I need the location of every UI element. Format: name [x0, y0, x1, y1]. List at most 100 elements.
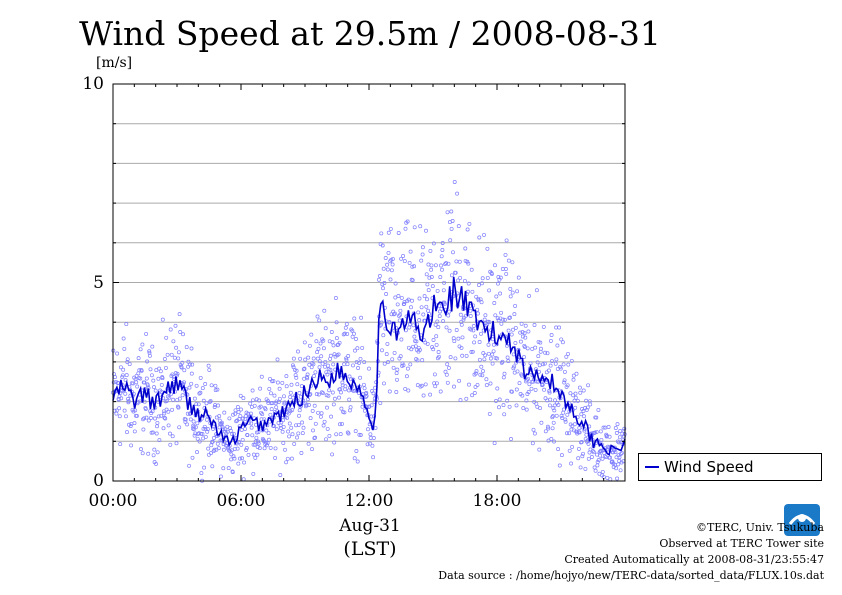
data-point — [216, 403, 221, 408]
data-point — [353, 429, 358, 434]
data-point — [366, 427, 370, 432]
data-point — [133, 408, 138, 413]
data-point — [268, 376, 272, 381]
data-point — [537, 447, 542, 452]
data-point — [482, 357, 487, 362]
data-point — [281, 424, 286, 429]
data-point — [520, 330, 525, 335]
data-point — [280, 429, 285, 434]
data-point — [542, 361, 547, 366]
data-point — [598, 429, 603, 434]
data-point — [545, 424, 550, 429]
data-point — [262, 446, 267, 451]
data-point — [554, 357, 559, 362]
data-point — [314, 392, 319, 397]
data-point — [475, 382, 480, 387]
data-point — [164, 335, 169, 340]
data-point — [573, 405, 578, 410]
data-point — [426, 262, 431, 267]
data-point — [401, 363, 406, 368]
data-point — [195, 436, 200, 441]
data-point — [424, 228, 428, 233]
data-point — [474, 369, 479, 374]
data-point — [566, 351, 570, 356]
data-point — [560, 416, 565, 420]
data-point — [385, 262, 390, 267]
data-point — [174, 441, 179, 446]
data-point — [444, 325, 449, 330]
data-point — [430, 345, 435, 350]
data-point — [199, 471, 204, 476]
data-point — [237, 439, 241, 444]
data-point — [368, 441, 372, 446]
data-point — [194, 383, 199, 388]
data-point — [319, 411, 324, 416]
data-point — [466, 261, 471, 266]
data-point — [509, 437, 513, 441]
data-point — [251, 442, 256, 447]
data-point — [507, 404, 512, 409]
data-point — [595, 452, 599, 457]
data-point — [317, 318, 322, 323]
y-tick-label-0: 0 — [93, 471, 104, 491]
data-point — [324, 437, 328, 442]
data-point — [289, 456, 294, 461]
data-point — [163, 365, 168, 370]
data-point — [505, 398, 510, 403]
data-point — [622, 434, 626, 439]
data-point — [212, 447, 217, 452]
data-point — [189, 381, 194, 386]
data-point — [507, 316, 512, 320]
data-point — [348, 405, 353, 410]
data-point — [403, 386, 408, 391]
data-point — [413, 328, 418, 333]
data-point — [124, 414, 128, 419]
data-point — [411, 311, 416, 316]
data-point — [337, 340, 342, 345]
data-point — [197, 391, 202, 396]
data-point — [171, 339, 176, 344]
data-point — [457, 259, 462, 264]
data-point — [157, 438, 162, 443]
data-point — [564, 354, 569, 359]
data-point — [272, 393, 277, 398]
data-point — [618, 468, 623, 473]
data-point — [445, 210, 450, 215]
data-point — [467, 382, 471, 387]
data-point — [125, 357, 130, 362]
data-point — [594, 429, 599, 434]
data-point — [318, 341, 323, 346]
data-point — [212, 436, 216, 440]
data-point — [163, 416, 168, 421]
data-point — [541, 324, 546, 329]
data-point — [619, 450, 624, 455]
data-point — [590, 449, 595, 454]
data-point — [135, 384, 140, 389]
data-point — [140, 342, 145, 347]
data-point — [497, 397, 502, 402]
data-point — [180, 360, 185, 365]
data-point — [470, 393, 475, 398]
data-point — [573, 391, 578, 396]
data-point — [525, 346, 530, 351]
data-point — [561, 407, 566, 412]
data-point — [501, 403, 506, 408]
data-point — [594, 415, 599, 420]
data-point — [381, 266, 386, 271]
data-point — [125, 430, 129, 435]
data-point — [291, 356, 296, 361]
data-point — [321, 346, 326, 351]
data-point — [388, 226, 393, 231]
data-point — [177, 396, 182, 401]
data-point — [454, 259, 459, 264]
data-point — [438, 275, 443, 280]
data-point — [266, 431, 271, 436]
data-point — [231, 431, 236, 436]
data-point — [478, 372, 483, 377]
data-point — [399, 256, 404, 261]
data-point — [186, 359, 191, 364]
data-point — [439, 263, 443, 268]
data-point — [480, 373, 485, 378]
data-point — [362, 386, 367, 391]
data-point — [138, 376, 143, 381]
